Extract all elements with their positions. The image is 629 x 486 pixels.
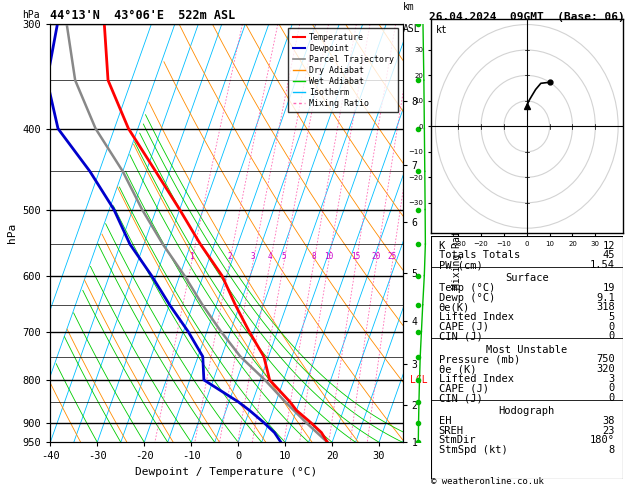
Text: © weatheronline.co.uk: © weatheronline.co.uk	[431, 477, 543, 486]
Text: 38: 38	[603, 416, 615, 426]
Text: 1: 1	[189, 252, 194, 261]
Text: Lifted Index: Lifted Index	[438, 312, 513, 322]
Text: K: K	[438, 241, 445, 251]
Text: θe(K): θe(K)	[438, 302, 470, 312]
Text: 44°13'N  43°06'E  522m ASL: 44°13'N 43°06'E 522m ASL	[50, 9, 236, 22]
Text: 3: 3	[250, 252, 255, 261]
Text: 25: 25	[387, 252, 397, 261]
Text: 1.54: 1.54	[590, 260, 615, 270]
X-axis label: Dewpoint / Temperature (°C): Dewpoint / Temperature (°C)	[135, 467, 318, 477]
Text: Pressure (mb): Pressure (mb)	[438, 354, 520, 364]
Text: Lifted Index: Lifted Index	[438, 374, 513, 384]
Text: CIN (J): CIN (J)	[438, 331, 482, 342]
Y-axis label: hPa: hPa	[7, 223, 17, 243]
Text: 0: 0	[609, 393, 615, 403]
Text: Surface: Surface	[505, 273, 548, 283]
Text: hPa: hPa	[22, 10, 40, 20]
Text: 9.1: 9.1	[596, 293, 615, 303]
Text: LCL: LCL	[409, 375, 427, 385]
Text: 318: 318	[596, 302, 615, 312]
Text: ASL: ASL	[403, 24, 420, 35]
Text: 5: 5	[609, 312, 615, 322]
Text: PW (cm): PW (cm)	[438, 260, 482, 270]
Text: CIN (J): CIN (J)	[438, 393, 482, 403]
Text: 2: 2	[227, 252, 231, 261]
Text: CAPE (J): CAPE (J)	[438, 322, 489, 332]
Text: 3: 3	[609, 374, 615, 384]
Text: 15: 15	[352, 252, 360, 261]
Text: kt: kt	[435, 24, 447, 35]
Text: 19: 19	[603, 283, 615, 293]
Text: Most Unstable: Most Unstable	[486, 345, 567, 355]
Text: 20: 20	[372, 252, 381, 261]
Text: 0: 0	[609, 331, 615, 342]
Text: StmDir: StmDir	[438, 435, 476, 446]
Text: 23: 23	[603, 426, 615, 436]
Text: 26.04.2024  09GMT  (Base: 06): 26.04.2024 09GMT (Base: 06)	[429, 12, 625, 22]
Text: 0: 0	[609, 322, 615, 332]
Text: StmSpd (kt): StmSpd (kt)	[438, 445, 508, 455]
Text: θe (K): θe (K)	[438, 364, 476, 374]
Text: Dewp (°C): Dewp (°C)	[438, 293, 495, 303]
Text: km: km	[403, 2, 415, 12]
Text: 5: 5	[281, 252, 286, 261]
Text: SREH: SREH	[438, 426, 464, 436]
Text: Temp (°C): Temp (°C)	[438, 283, 495, 293]
Text: 10: 10	[324, 252, 333, 261]
Text: 8: 8	[609, 445, 615, 455]
Text: CAPE (J): CAPE (J)	[438, 383, 489, 394]
Y-axis label: Mixing Ratio (g/kg): Mixing Ratio (g/kg)	[452, 177, 462, 289]
Text: Hodograph: Hodograph	[499, 406, 555, 417]
Text: 320: 320	[596, 364, 615, 374]
Text: EH: EH	[438, 416, 451, 426]
Text: 750: 750	[596, 354, 615, 364]
Text: 4: 4	[268, 252, 272, 261]
Text: Totals Totals: Totals Totals	[438, 250, 520, 260]
Text: 8: 8	[311, 252, 316, 261]
Text: 180°: 180°	[590, 435, 615, 446]
Text: 45: 45	[603, 250, 615, 260]
Legend: Temperature, Dewpoint, Parcel Trajectory, Dry Adiabat, Wet Adiabat, Isotherm, Mi: Temperature, Dewpoint, Parcel Trajectory…	[288, 29, 398, 112]
Text: 12: 12	[603, 241, 615, 251]
Text: 0: 0	[609, 383, 615, 394]
